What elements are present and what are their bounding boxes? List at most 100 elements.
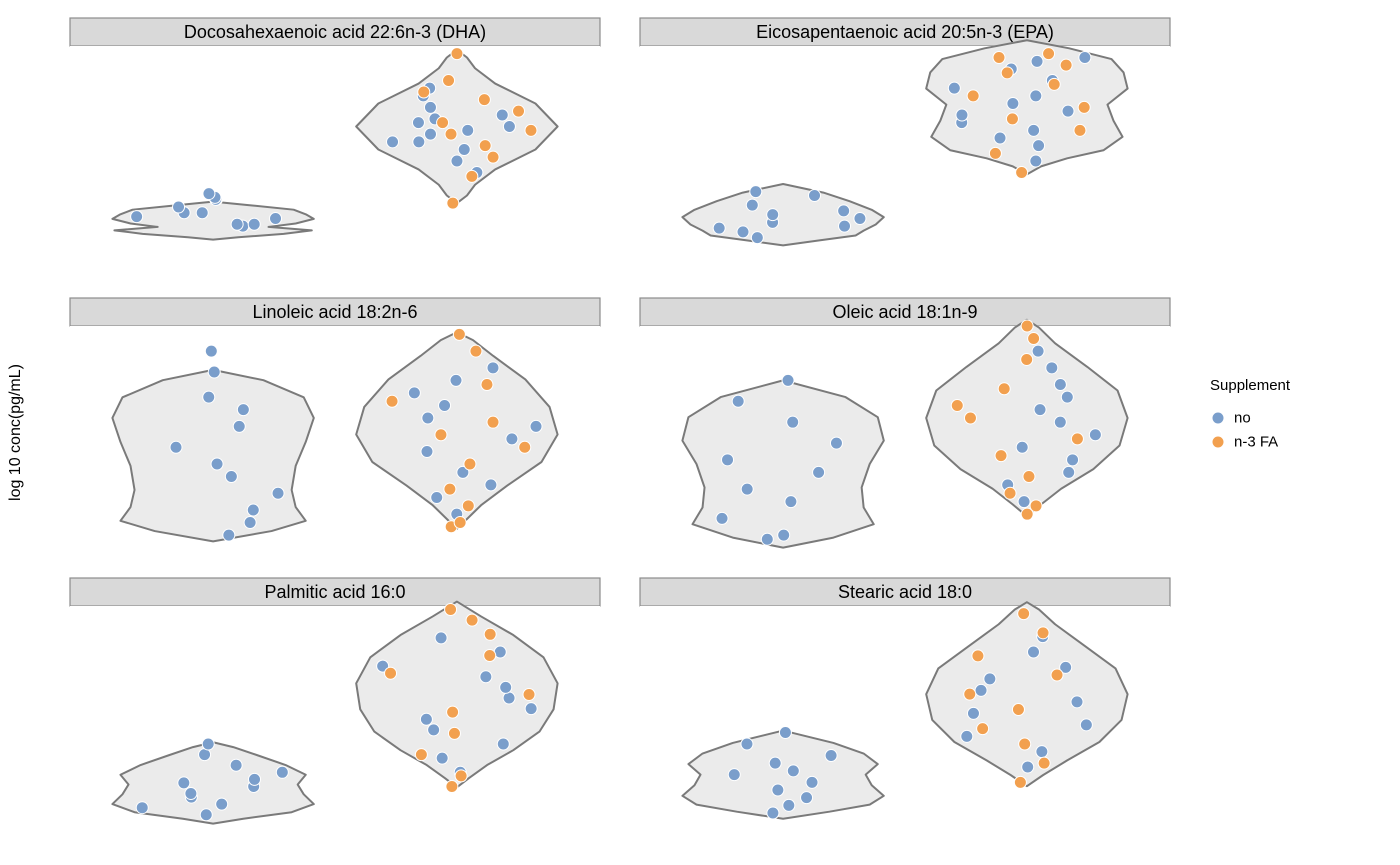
data-point-ctrl <box>787 416 799 428</box>
data-point-ctrl <box>223 529 235 541</box>
data-point-ctrl <box>767 807 779 819</box>
data-point-n3 <box>1071 433 1083 445</box>
data-point-ctrl <box>767 209 779 221</box>
data-point-ctrl <box>1018 496 1030 508</box>
data-point-ctrl <box>975 684 987 696</box>
data-point-ctrl <box>503 121 515 133</box>
data-point-n3 <box>487 151 499 163</box>
data-point-ctrl <box>716 512 728 524</box>
data-point-n3 <box>448 727 460 739</box>
data-point-n3 <box>466 614 478 626</box>
data-point-n3 <box>995 450 1007 462</box>
data-point-ctrl <box>270 213 282 225</box>
data-point-ctrl <box>173 201 185 213</box>
data-point-ctrl <box>276 766 288 778</box>
data-point-ctrl <box>801 792 813 804</box>
data-point-ctrl <box>761 533 773 545</box>
data-point-ctrl <box>956 109 968 121</box>
data-point-ctrl <box>1034 404 1046 416</box>
data-point-n3 <box>1016 167 1028 179</box>
data-point-ctrl <box>412 117 424 129</box>
data-point-ctrl <box>497 738 509 750</box>
data-point-ctrl <box>741 483 753 495</box>
data-point-ctrl <box>1016 441 1028 453</box>
data-point-ctrl <box>772 784 784 796</box>
data-point-n3 <box>964 688 976 700</box>
data-point-ctrl <box>787 765 799 777</box>
data-point-ctrl <box>225 471 237 483</box>
data-point-ctrl <box>948 82 960 94</box>
data-point-ctrl <box>248 218 260 230</box>
panel-title: Docosahexaenoic acid 22:6n-3 (DHA) <box>184 22 486 42</box>
data-point-ctrl <box>202 738 214 750</box>
data-point-ctrl <box>231 218 243 230</box>
data-point-n3 <box>443 75 455 87</box>
data-point-n3 <box>977 723 989 735</box>
panel-title: Eicosapentaenoic acid 20:5n-3 (EPA) <box>756 22 1054 42</box>
data-point-ctrl <box>136 802 148 814</box>
panel: Linoleic acid 18:2n-6 <box>70 298 600 556</box>
data-point-n3 <box>964 412 976 424</box>
data-point-n3 <box>484 650 496 662</box>
data-point-ctrl <box>387 136 399 148</box>
data-point-ctrl <box>769 757 781 769</box>
data-point-ctrl <box>1028 646 1040 658</box>
data-point-ctrl <box>746 199 758 211</box>
data-point-n3 <box>1018 608 1030 620</box>
data-point-ctrl <box>208 366 220 378</box>
panel: Eicosapentaenoic acid 20:5n-3 (EPA) <box>640 18 1170 276</box>
data-point-ctrl <box>1054 379 1066 391</box>
data-point-ctrl <box>1067 454 1079 466</box>
data-point-ctrl <box>439 399 451 411</box>
data-point-n3 <box>478 94 490 106</box>
data-point-n3 <box>951 399 963 411</box>
data-point-ctrl <box>813 466 825 478</box>
data-point-ctrl <box>1071 696 1083 708</box>
data-point-ctrl <box>462 124 474 136</box>
data-point-ctrl <box>431 491 443 503</box>
panel-title: Linoleic acid 18:2n-6 <box>252 302 417 322</box>
legend: Supplementnon-3 FA <box>1210 377 1291 451</box>
data-point-n3 <box>447 706 459 718</box>
data-point-ctrl <box>1080 719 1092 731</box>
legend-marker <box>1212 412 1224 424</box>
data-point-n3 <box>1021 320 1033 332</box>
data-point-ctrl <box>421 445 433 457</box>
data-point-n3 <box>1001 67 1013 79</box>
data-point-n3 <box>972 650 984 662</box>
data-point-ctrl <box>1063 466 1075 478</box>
data-point-n3 <box>1019 738 1031 750</box>
data-point-ctrl <box>1061 391 1073 403</box>
data-point-ctrl <box>1033 140 1045 152</box>
panel: Oleic acid 18:1n-9 <box>640 298 1170 556</box>
data-point-n3 <box>1021 353 1033 365</box>
data-point-ctrl <box>200 809 212 821</box>
data-point-n3 <box>446 780 458 792</box>
data-point-ctrl <box>131 211 143 223</box>
data-point-ctrl <box>211 458 223 470</box>
data-point-ctrl <box>233 420 245 432</box>
data-point-n3 <box>418 86 430 98</box>
data-point-ctrl <box>751 232 763 244</box>
data-point-ctrl <box>1032 345 1044 357</box>
violin <box>682 380 883 547</box>
data-point-ctrl <box>428 724 440 736</box>
data-point-ctrl <box>1062 105 1074 117</box>
data-point-n3 <box>470 345 482 357</box>
data-point-ctrl <box>413 136 425 148</box>
data-point-n3 <box>464 458 476 470</box>
data-point-n3 <box>1037 627 1049 639</box>
data-point-ctrl <box>424 128 436 140</box>
data-point-n3 <box>1023 471 1035 483</box>
data-point-n3 <box>1012 704 1024 716</box>
data-point-n3 <box>1030 500 1042 512</box>
panel: Palmitic acid 16:0 <box>70 578 600 836</box>
data-point-ctrl <box>854 213 866 225</box>
data-point-ctrl <box>994 132 1006 144</box>
data-point-n3 <box>1004 487 1016 499</box>
data-point-n3 <box>444 483 456 495</box>
data-point-ctrl <box>249 773 261 785</box>
data-point-n3 <box>993 52 1005 64</box>
data-point-n3 <box>435 429 447 441</box>
data-point-n3 <box>523 688 535 700</box>
